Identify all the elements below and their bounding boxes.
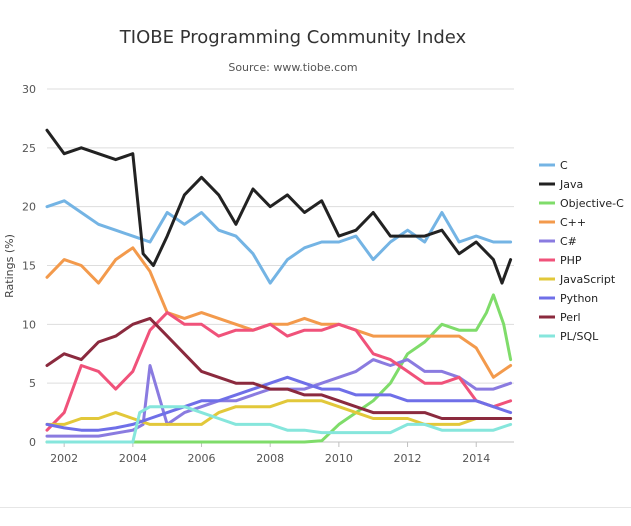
y-tick-label: 25	[22, 142, 36, 155]
legend-item-python[interactable]: Python	[539, 292, 598, 305]
legend-item-c[interactable]: C++	[539, 216, 586, 229]
legend-item-php[interactable]: PHP	[539, 254, 582, 267]
x-tick-label: 2008	[256, 452, 284, 465]
legend-label: PL/SQL	[560, 330, 599, 343]
series-lines	[45, 128, 513, 444]
y-tick-label: 10	[22, 318, 36, 331]
legend-label: Objective-C	[560, 197, 624, 210]
y-axis-ticks: 0 5 10 15 20 25 30	[22, 83, 36, 449]
legend-label: PHP	[560, 254, 582, 267]
x-tick-label: 2010	[325, 452, 353, 465]
legend-label: C#	[560, 235, 577, 248]
y-tick-label: 5	[29, 377, 36, 390]
series-line-python	[45, 375, 513, 432]
x-tick-label: 2014	[462, 452, 490, 465]
series-line-c	[45, 246, 513, 379]
legend-label: JavaScript	[559, 273, 616, 286]
series-line-c	[45, 199, 513, 285]
x-tick-label: 2006	[188, 452, 216, 465]
x-tick-label: 2004	[119, 452, 147, 465]
chart-subtitle: Source: www.tiobe.com	[228, 61, 357, 74]
legend-label: Python	[560, 292, 598, 305]
legend-item-java[interactable]: Java	[539, 178, 583, 191]
bottom-divider	[0, 507, 631, 508]
series-line-objective-c	[45, 293, 513, 444]
x-tick-label: 2002	[50, 452, 78, 465]
legend-label: C++	[560, 216, 586, 229]
series-line-pl-sql	[45, 405, 513, 444]
legend: C Java Objective-C C++ C# PHP JavaScript Python…	[539, 159, 624, 343]
y-axis-label: Ratings (%)	[3, 234, 16, 298]
y-tick-label: 15	[22, 260, 36, 273]
legend-item-c[interactable]: C	[539, 159, 568, 172]
y-tick-label: 30	[22, 83, 36, 96]
legend-label: C	[560, 159, 568, 172]
chart-title: TIOBE Programming Community Index	[119, 27, 467, 48]
series-line-java	[45, 128, 513, 285]
legend-item-c[interactable]: C#	[539, 235, 577, 248]
legend-item-pl-sql[interactable]: PL/SQL	[539, 330, 599, 343]
x-tick-label: 2012	[394, 452, 422, 465]
y-tick-label: 20	[22, 201, 36, 214]
x-axis-ticks: 2002 2004 2006 2008 2010 2012 2014	[47, 441, 514, 465]
series-line-php	[45, 311, 513, 432]
y-tick-label: 0	[29, 436, 36, 449]
legend-item-objective-c[interactable]: Objective-C	[539, 197, 624, 210]
series-line-javascript	[45, 399, 513, 426]
legend-item-javascript[interactable]: JavaScript	[539, 273, 616, 286]
legend-label: Java	[559, 178, 583, 191]
legend-item-perl[interactable]: Perl	[539, 311, 581, 324]
legend-label: Perl	[560, 311, 581, 324]
series-line-perl	[45, 316, 513, 420]
